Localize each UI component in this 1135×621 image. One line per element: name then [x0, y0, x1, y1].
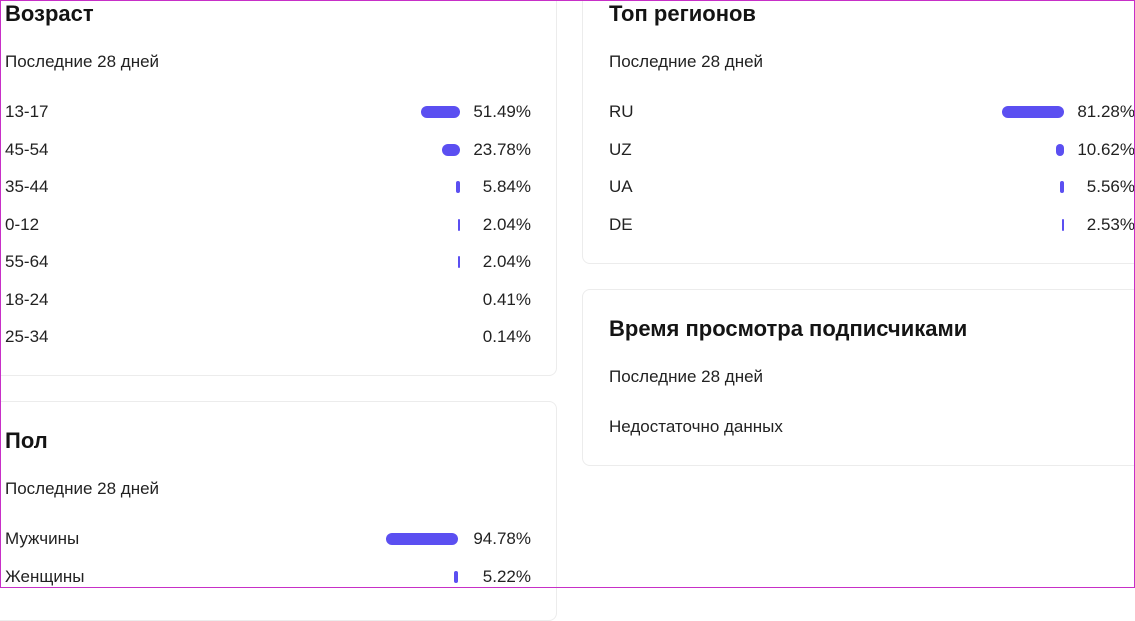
- region-row-value: 2.53%: [1086, 214, 1135, 234]
- region-row-label: UZ: [609, 139, 632, 159]
- age-row-value: 5.84%: [482, 177, 531, 196]
- gender-row-value: 5.22%: [482, 566, 531, 586]
- regions-card-subtitle: Последние 28 дней: [609, 52, 764, 71]
- gender-card-title: Пол: [5, 428, 48, 453]
- gender-row-label: Женщины: [5, 566, 85, 586]
- age-row-label: 18-24: [5, 289, 49, 309]
- age-row-label: 0-12: [5, 214, 40, 234]
- age-row-value: 2.04%: [482, 214, 531, 234]
- subscriber-watch-time-title: Время просмотра подписчиками: [609, 316, 968, 341]
- age-row-bar: [420, 106, 460, 118]
- insufficient-data-message: Недостаточно данных: [609, 417, 783, 436]
- age-card-title: Возраст: [5, 1, 94, 26]
- age-row-value: 0.14%: [482, 327, 531, 346]
- age-row-bar: [458, 256, 460, 268]
- age-row-label: 55-64: [5, 252, 49, 271]
- age-row-value: 2.04%: [482, 252, 531, 271]
- age-row-bar: [455, 181, 460, 193]
- gender-row-value: 94.78%: [473, 529, 531, 548]
- region-row-value: 10.62%: [1077, 139, 1135, 159]
- region-row-label: DE: [609, 214, 633, 234]
- region-row-bar: [1062, 218, 1064, 231]
- subscriber-watch-time-subtitle: Последние 28 дней: [609, 367, 764, 386]
- age-row-value: 51.49%: [473, 102, 531, 121]
- age-card: [0, 0, 557, 376]
- regions-card: [582, 0, 1135, 264]
- region-row-label: RU: [609, 102, 634, 121]
- gender-card-subtitle: Последние 28 дней: [5, 479, 160, 498]
- gender-row-bar: [385, 533, 458, 545]
- regions-card-title: Топ регионов: [609, 1, 756, 26]
- age-row-value: 23.78%: [473, 139, 531, 159]
- age-row-label: 45-54: [5, 139, 49, 159]
- subscriber-watch-time-card: [582, 289, 1135, 466]
- region-row-bar: [1059, 181, 1064, 193]
- gender-row-bar: [454, 570, 458, 583]
- age-row-value: 0.41%: [482, 289, 531, 309]
- age-row-label: 13-17: [5, 102, 49, 121]
- region-row-bar: [1055, 143, 1064, 156]
- age-row-bar: [441, 143, 460, 156]
- region-row-value: 81.28%: [1077, 102, 1135, 121]
- region-row-bar: [1002, 106, 1064, 118]
- region-row-value: 5.56%: [1086, 177, 1135, 196]
- gender-row-label: Мужчины: [5, 529, 80, 548]
- age-row-bar: [458, 218, 460, 231]
- age-row-label: 35-44: [5, 177, 49, 196]
- age-row-label: 25-34: [5, 327, 49, 346]
- age-card-subtitle: Последние 28 дней: [5, 52, 160, 71]
- gender-card: [0, 401, 557, 621]
- region-row-label: UA: [609, 177, 633, 196]
